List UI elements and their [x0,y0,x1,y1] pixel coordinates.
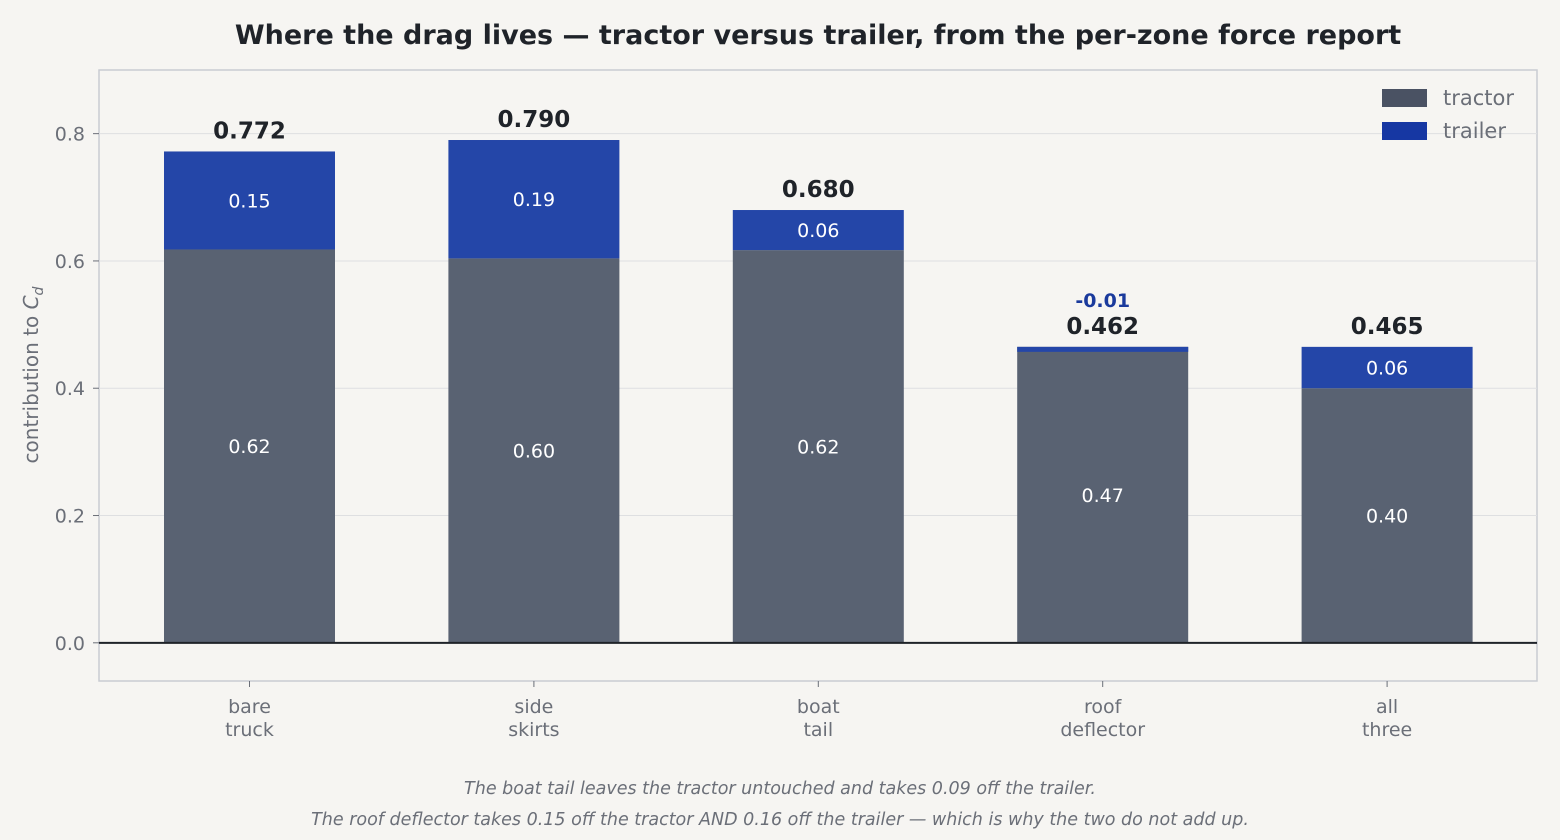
bar-total-2: 0.680 [782,177,855,203]
category-label-line1-0: bare [228,696,271,718]
bar-tractor-1 [448,258,620,643]
y-tick-label-4: 0.8 [55,124,85,146]
bar-total-0: 0.772 [213,118,286,144]
y-axis-label-subscript: d [31,286,47,295]
caption-line-1: The boat tail leaves the tractor untouch… [464,779,1096,799]
bar-label-trailer-4: 0.06 [1366,358,1408,380]
bar-label-trailer-1: 0.19 [513,189,555,211]
y-axis-label-symbol: C [19,295,43,309]
category-label-line1-3: roof [1084,696,1123,718]
bar-label-tractor-0: 0.62 [228,436,270,458]
bar-label-trailer-0: 0.15 [228,190,270,212]
bar-label-tractor-1: 0.60 [513,441,555,463]
caption-line-2: The roof deflector takes 0.15 off the tr… [311,810,1249,830]
category-label-line2-4: three [1362,719,1412,741]
bar-label-trailer-2: 0.06 [797,220,839,242]
y-tick-label-0: 0.0 [55,633,85,655]
bar-tractor-4 [1301,388,1473,643]
bar-total-3: 0.462 [1066,314,1139,340]
bar-label-tractor-4: 0.40 [1366,506,1408,528]
bar-total-4: 0.465 [1351,314,1424,340]
category-label-line1-4: all [1376,696,1398,718]
y-axis-label-prefix: contribution to [19,309,43,463]
y-tick-label-3: 0.6 [55,251,85,273]
legend-swatch-trailer [1382,122,1427,140]
bar-labels: 0.62 0.15 0.772 0.60 0.19 0.790 0.62 0.06 0.680 0… [213,107,1423,528]
y-tick-label-2: 0.4 [55,378,85,400]
bar-trailer-4 [1301,346,1473,389]
bar-trailer-3 [1017,346,1189,352]
category-label-line2-0: truck [225,719,274,741]
legend: tractor trailer [1382,86,1514,143]
bar-tractor-2 [732,250,904,643]
legend-label-trailer: trailer [1443,119,1506,143]
legend-label-tractor: tractor [1443,86,1514,110]
category-label-line2-2: tail [803,719,833,741]
bar-trailer-2 [732,210,904,251]
y-axis-ticks: 0.0 0.2 0.4 0.6 0.8 [55,124,99,655]
y-axis-label: contribution to Cd [19,286,47,463]
chart-title: Where the drag lives — tractor versus tr… [235,20,1401,51]
bar-tractor-0 [164,249,335,643]
category-label-line2-3: deflector [1060,719,1145,741]
bar-tractor-3 [1017,346,1189,643]
bar-label-tractor-3: 0.47 [1082,485,1124,507]
legend-swatch-tractor [1382,89,1427,107]
category-label-line2-1: skirts [508,719,559,741]
bar-label-trailer-3: -0.01 [1075,290,1130,312]
category-label-line1-2: boat [797,696,840,718]
bar-label-tractor-2: 0.62 [797,436,839,458]
bar-total-1: 0.790 [498,107,571,133]
bar-trailer-1 [448,140,620,259]
bar-trailer-0 [164,151,335,250]
y-tick-label-1: 0.2 [55,506,85,528]
category-label-line1-1: side [514,696,553,718]
bars [164,140,1473,643]
